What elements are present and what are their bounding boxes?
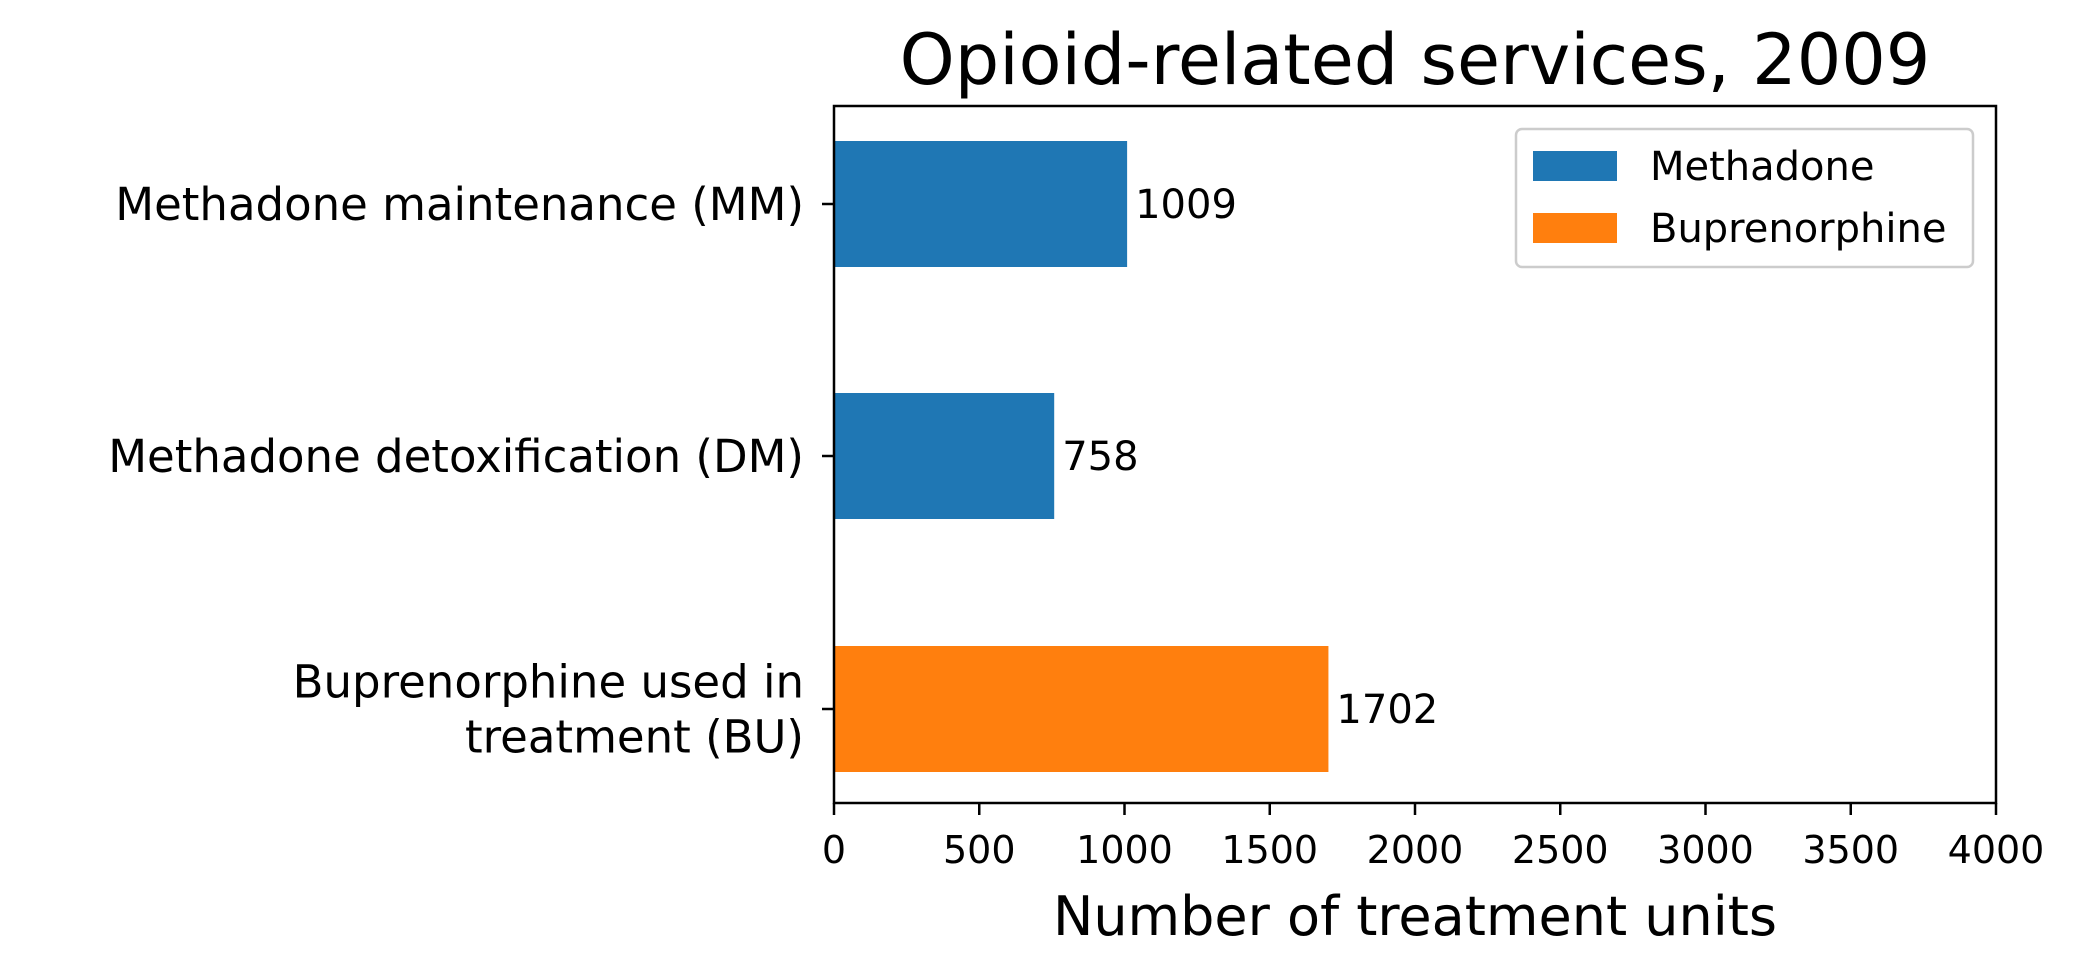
- chart-title: Opioid-related services, 2009: [900, 19, 1931, 101]
- legend-swatch-1: [1533, 213, 1617, 243]
- x-tick-label-7: 3500: [1802, 828, 1899, 872]
- category-label-1: Methadone detoxification (DM): [108, 430, 804, 483]
- category-label-line: Methadone maintenance (MM): [115, 178, 804, 231]
- category-label-0: Methadone maintenance (MM): [115, 178, 804, 231]
- bar-1: [834, 393, 1055, 519]
- category-label-line: treatment (BU): [465, 711, 804, 764]
- data-label-0: 1009: [1135, 182, 1237, 228]
- y-axis: Methadone maintenance (MM) Methadone deto…: [108, 178, 834, 764]
- x-tick-label-0: 0: [822, 828, 846, 872]
- x-tick-label-4: 2000: [1367, 828, 1464, 872]
- x-tick-label-2: 1000: [1076, 828, 1173, 872]
- data-label-2: 1702: [1336, 687, 1438, 733]
- legend-box: [1514, 127, 1975, 269]
- x-tick-label-5: 2500: [1512, 828, 1609, 872]
- bar-2: [834, 646, 1329, 772]
- legend-label-1: Buprenorphine: [1650, 206, 1946, 252]
- category-label-line: Buprenorphine used in: [293, 656, 804, 709]
- plot-frame: [832, 104, 1998, 805]
- x-tick-label-8: 4000: [1948, 828, 2045, 872]
- legend-swatch-0: [1533, 151, 1617, 181]
- x-tick-label-6: 3000: [1657, 828, 1754, 872]
- bars-group: [834, 141, 1329, 772]
- legend: Methadone Buprenorphine: [1514, 127, 1975, 269]
- data-label-1: 758: [1062, 434, 1138, 480]
- category-label-2: Buprenorphine used in treatment (BU): [293, 656, 804, 764]
- x-tick-label-1: 500: [943, 828, 1016, 872]
- data-labels-group: 1009 758 1702: [1062, 182, 1438, 733]
- category-label-line: Methadone detoxification (DM): [108, 430, 804, 483]
- legend-label-0: Methadone: [1650, 144, 1875, 190]
- x-tick-label-3: 1500: [1221, 828, 1318, 872]
- x-axis: 0 500 1000 1500 2000 2500 3000 3500 4000: [822, 803, 2044, 872]
- bar-0: [834, 141, 1128, 267]
- x-axis-label: Number of treatment units: [1053, 885, 1777, 948]
